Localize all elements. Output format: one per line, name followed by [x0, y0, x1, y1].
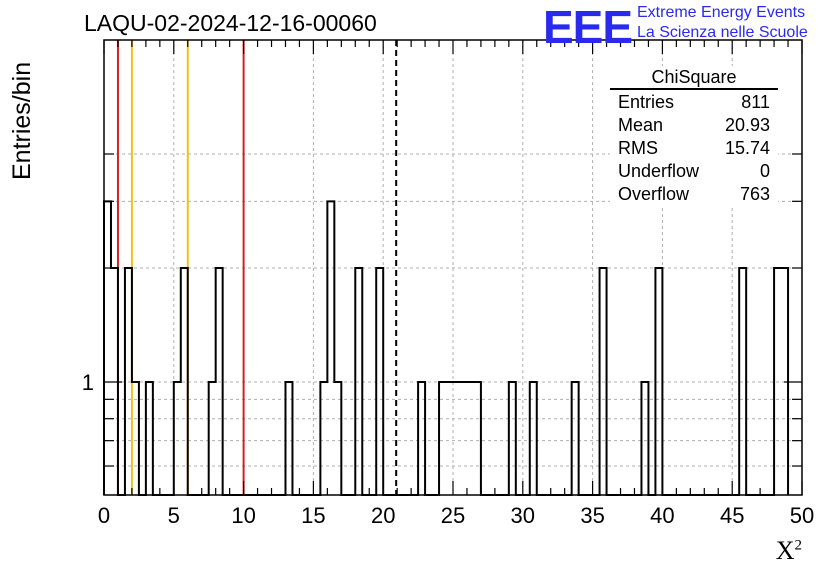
stats-value: 763 [739, 184, 770, 204]
x-tick-label: 5 [168, 503, 180, 528]
logo-subtitle-1: Extreme Energy Events [637, 4, 806, 21]
eee-logo: EEE [543, 1, 633, 53]
x-tick-labels: 0 5 10 15 20 25 30 35 40 45 50 [98, 503, 814, 528]
stats-box-divider [610, 88, 778, 90]
stats-row-mean: Mean 20.93 [610, 114, 778, 137]
x-tick-label: 45 [720, 503, 744, 528]
x-axis-label-exponent: 2 [794, 537, 803, 554]
stats-row-entries: Entries 811 [610, 91, 778, 114]
x-tick-label: 15 [301, 503, 325, 528]
stats-value: 0 [759, 161, 770, 181]
y-tick-label: 1 [82, 370, 94, 395]
stats-label: Overflow [618, 184, 690, 204]
stats-box: ChiSquare Entries 811 Mean 20.93 RMS 15.… [610, 66, 778, 206]
x-tick-label: 25 [441, 503, 465, 528]
axis-ticks [103, 40, 803, 495]
x-tick-label: 10 [231, 503, 255, 528]
stats-row-overflow: Overflow 763 [610, 183, 778, 206]
stats-value: 15.74 [724, 138, 770, 158]
x-tick-label: 40 [650, 503, 674, 528]
plot-title: LAQU-02-2024-12-16-00060 [84, 10, 377, 36]
y-tick-labels: 1 [82, 370, 94, 395]
x-tick-label: 30 [511, 503, 535, 528]
stats-label: Underflow [618, 161, 700, 181]
stats-label: Entries [618, 92, 675, 112]
logo-subtitle-2: La Scienza nelle Scuole [637, 24, 808, 41]
x-axis-label-base: X [775, 536, 795, 565]
x-axis-label: X2 [776, 536, 802, 566]
stats-value: 811 [741, 92, 770, 112]
stats-row-underflow: Underflow 0 [610, 160, 778, 183]
x-tick-label: 0 [98, 503, 110, 528]
y-axis-label: Entries/bin [8, 61, 36, 180]
x-tick-label: 20 [371, 503, 395, 528]
histogram-series [103, 200, 790, 496]
x-tick-label: 50 [790, 503, 814, 528]
stats-label: Mean [618, 115, 664, 135]
stats-box-title: ChiSquare [651, 67, 737, 87]
stats-value: 20.93 [724, 115, 770, 135]
stats-row-rms: RMS 15.74 [610, 137, 778, 160]
x-tick-label: 35 [580, 503, 604, 528]
stats-label: RMS [618, 138, 658, 158]
